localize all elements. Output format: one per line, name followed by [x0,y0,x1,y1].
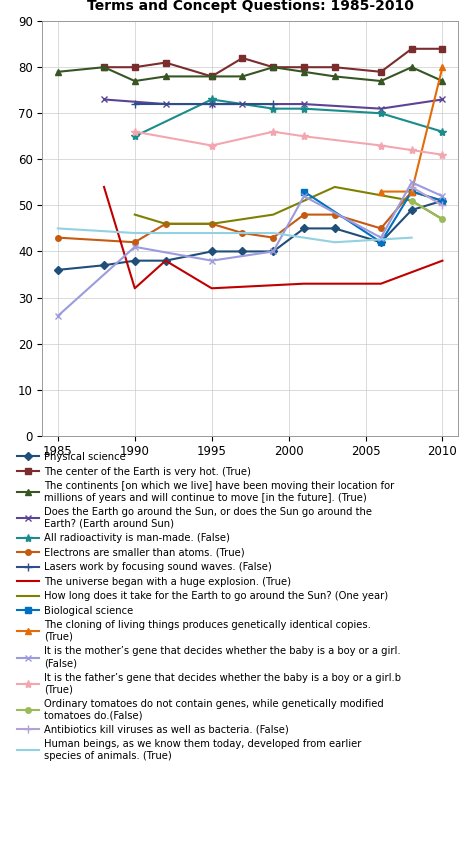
Legend: Physical science, The center of the Earth is very hot. (True), The continents [o: Physical science, The center of the Eart… [15,449,405,764]
Title: Correct Answers by Americans to Scientific
Terms and Concept Questions: 1985-201: Correct Answers by Americans to Scientif… [81,0,419,13]
